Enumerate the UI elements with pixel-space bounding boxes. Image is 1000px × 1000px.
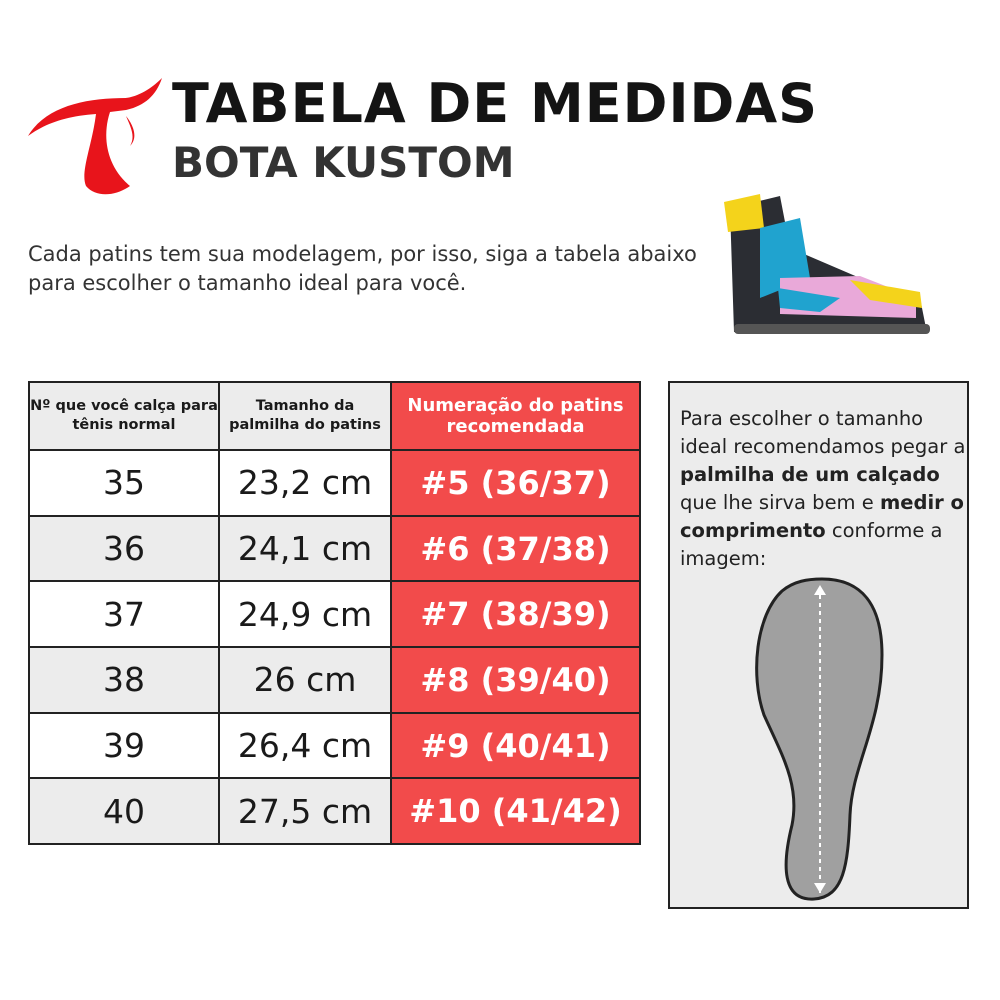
- table-row: 39 26,4 cm #9 (40/41): [28, 711, 641, 780]
- insole-length: 26 cm: [218, 646, 392, 714]
- recommended-size: #5 (36/37): [390, 449, 641, 517]
- insole-length: 27,5 cm: [218, 777, 392, 846]
- bold-part: medir o comprimento: [680, 491, 964, 542]
- brand-logo: [28, 78, 162, 195]
- insole-length: 24,9 cm: [218, 580, 392, 649]
- table-row: 37 24,9 cm #7 (38/39): [28, 580, 641, 649]
- recommended-size: #9 (40/41): [390, 711, 641, 780]
- shoe-size: 35: [28, 449, 220, 517]
- table-row: 36 24,1 cm #6 (37/38): [28, 514, 641, 583]
- bold-part: palmilha de um calçado: [680, 463, 940, 486]
- text-part: Para escolher o tamanho ideal recomendam…: [680, 407, 966, 458]
- recommended-size: #7 (38/39): [390, 580, 641, 649]
- shoe-size: 40: [28, 777, 220, 846]
- page-title: TABELA DE MEDIDAS: [172, 72, 819, 135]
- table-row: 40 27,5 cm #10 (41/42): [28, 777, 641, 846]
- insole-length: 23,2 cm: [218, 449, 392, 517]
- measure-instructions-box: Para escolher o tamanho ideal recomendam…: [668, 381, 969, 909]
- text-part: conforme a imagem:: [680, 519, 943, 570]
- header-insole-length: Tamanho da palmilha do patins: [218, 381, 392, 451]
- recommended-size: #10 (41/42): [390, 777, 641, 846]
- recommended-size: #6 (37/38): [390, 514, 641, 583]
- header-recommended-size: Numeração do patins recomendada: [390, 381, 641, 451]
- instructions-text: Para escolher o tamanho ideal recomendam…: [680, 405, 967, 573]
- table-header-row: Nº que você calça para tênis normal Tama…: [28, 381, 641, 451]
- insole-length: 24,1 cm: [218, 514, 392, 583]
- recommended-size: #8 (39/40): [390, 646, 641, 714]
- header-shoe-size: Nº que você calça para tênis normal: [28, 381, 220, 451]
- intro-text: Cada patins tem sua modelagem, por isso,…: [28, 242, 697, 295]
- table-row: 35 23,2 cm #5 (36/37): [28, 449, 641, 517]
- shoe-size: 37: [28, 580, 220, 649]
- shoe-size: 38: [28, 646, 220, 714]
- page-subtitle: BOTA KUSTOM: [172, 138, 515, 187]
- size-table: Nº que você calça para tênis normal Tama…: [28, 381, 641, 846]
- insole-length: 26,4 cm: [218, 711, 392, 780]
- shoe-size: 39: [28, 711, 220, 780]
- insole-measure-icon: [755, 577, 884, 901]
- shoe-size: 36: [28, 514, 220, 583]
- text-part: que lhe sirva bem e: [680, 491, 880, 514]
- skate-boot-image: [724, 194, 930, 334]
- table-row: 38 26 cm #8 (39/40): [28, 646, 641, 714]
